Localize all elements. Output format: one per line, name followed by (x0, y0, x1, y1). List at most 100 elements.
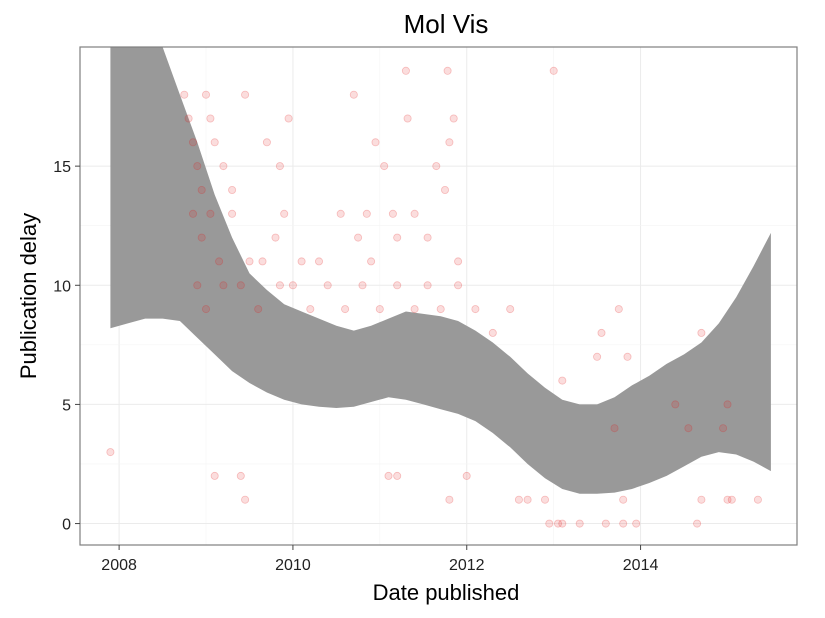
data-point (241, 90, 250, 99)
data-point (380, 162, 389, 171)
data-point (314, 257, 323, 266)
data-point (297, 257, 306, 266)
x-tick-label: 2012 (449, 557, 485, 574)
data-point (228, 209, 237, 218)
data-point (349, 90, 358, 99)
data-point (697, 495, 706, 504)
data-point (323, 281, 332, 290)
data-point (236, 471, 245, 480)
data-point (614, 305, 623, 314)
data-point (541, 495, 550, 504)
data-point (215, 257, 224, 266)
data-point (236, 281, 245, 290)
data-point (623, 352, 632, 361)
data-point (549, 66, 558, 75)
data-point (275, 162, 284, 171)
data-point (401, 66, 410, 75)
data-point (471, 305, 480, 314)
points-layer (106, 66, 762, 528)
data-point (275, 281, 284, 290)
data-point (462, 471, 471, 480)
data-point (393, 281, 402, 290)
data-point (601, 519, 610, 528)
data-point (723, 400, 732, 409)
data-point (201, 305, 210, 314)
data-point (180, 90, 189, 99)
data-point (206, 114, 215, 123)
data-point (384, 471, 393, 480)
data-point (454, 281, 463, 290)
data-point (188, 138, 197, 147)
data-point (336, 209, 345, 218)
data-point (554, 519, 563, 528)
data-point (184, 114, 193, 123)
data-point (423, 233, 432, 242)
data-point (393, 233, 402, 242)
data-point (193, 281, 202, 290)
data-point (619, 495, 628, 504)
data-point (410, 209, 419, 218)
data-point (358, 281, 367, 290)
data-point (193, 162, 202, 171)
data-point (393, 471, 402, 480)
data-point (284, 114, 293, 123)
data-point (753, 495, 762, 504)
data-point (288, 281, 297, 290)
data-point (619, 519, 628, 528)
data-point (362, 209, 371, 218)
data-point (403, 114, 412, 123)
data-point (375, 305, 384, 314)
y-axis: 0 5 10 15 (53, 159, 80, 534)
data-point (197, 233, 206, 242)
x-tick-label: 2010 (275, 557, 311, 574)
data-point (719, 424, 728, 433)
data-point (697, 328, 706, 337)
y-tick-label: 5 (62, 397, 71, 414)
y-tick-label: 0 (62, 517, 71, 534)
data-point (201, 90, 210, 99)
data-point (258, 257, 267, 266)
data-point (506, 305, 515, 314)
data-point (210, 471, 219, 480)
data-point (210, 138, 219, 147)
data-point (445, 138, 454, 147)
x-axis-title: Date published (373, 580, 520, 605)
data-point (306, 305, 315, 314)
data-point (454, 257, 463, 266)
data-point (388, 209, 397, 218)
data-point (341, 305, 350, 314)
data-point (597, 328, 606, 337)
data-point (610, 424, 619, 433)
data-point (423, 281, 432, 290)
data-point (228, 185, 237, 194)
data-point (219, 281, 228, 290)
data-point (254, 305, 263, 314)
data-point (558, 376, 567, 385)
plot-border (79, 46, 798, 546)
data-point (197, 185, 206, 194)
data-point (219, 162, 228, 171)
data-point (545, 519, 554, 528)
data-point (367, 257, 376, 266)
data-point (488, 328, 497, 337)
chart-title: Mol Vis (404, 9, 489, 39)
data-point (575, 519, 584, 528)
data-point (206, 209, 215, 218)
data-point (514, 495, 523, 504)
data-point (671, 400, 680, 409)
data-point (436, 305, 445, 314)
smooth-confidence-band (110, 47, 771, 494)
data-point (449, 114, 458, 123)
y-tick-label: 15 (53, 159, 71, 176)
data-point (443, 66, 452, 75)
y-tick-label: 10 (53, 278, 71, 295)
data-point (632, 519, 641, 528)
data-point (371, 138, 380, 147)
data-point (354, 233, 363, 242)
data-point (723, 495, 732, 504)
data-point (271, 233, 280, 242)
data-point (280, 209, 289, 218)
data-point (262, 138, 271, 147)
data-point (684, 424, 693, 433)
